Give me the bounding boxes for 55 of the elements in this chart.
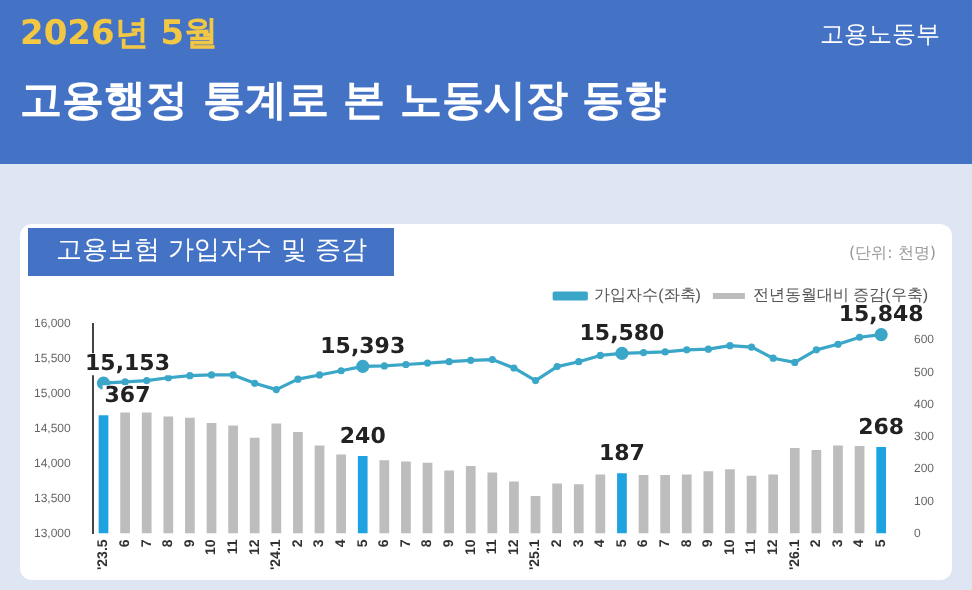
data-label: 15,393 (320, 333, 406, 360)
bar (185, 417, 195, 534)
bar (379, 460, 390, 534)
bar (833, 445, 843, 534)
bar (617, 473, 627, 534)
point (874, 328, 888, 342)
chart-title: 고용행정 통계로 본 노동시장 동향 (20, 74, 667, 128)
point (615, 346, 629, 360)
bar (789, 448, 800, 534)
text: 고용노동부 (820, 18, 940, 52)
text: 고용보험 가입자수 및 증감 (28, 228, 395, 276)
bar (336, 454, 346, 534)
bar (444, 470, 454, 534)
bar (509, 481, 519, 534)
bar (703, 471, 714, 534)
bar (530, 496, 541, 534)
bar (314, 445, 325, 534)
data-label: 15,580 (579, 320, 666, 347)
bar (595, 474, 606, 534)
bar (638, 475, 649, 534)
bar (660, 475, 671, 534)
data-label: 187 (598, 439, 645, 466)
bar (357, 456, 368, 534)
bar (573, 484, 584, 534)
data-label: 15,848 (838, 301, 924, 328)
bar (768, 474, 779, 534)
bar (487, 472, 498, 534)
data-label: 15,153 (85, 349, 170, 376)
bar (228, 425, 238, 534)
bar (681, 474, 692, 534)
bar (271, 423, 282, 534)
data-label: 367 (104, 381, 151, 408)
bar (811, 449, 822, 534)
point (356, 359, 370, 373)
bar (876, 447, 887, 534)
text: (단위: 천명) (849, 242, 936, 264)
bar (98, 415, 109, 534)
bar (401, 461, 411, 534)
bar (163, 416, 174, 534)
bar (465, 466, 476, 534)
bar (422, 462, 433, 534)
bar (141, 412, 152, 534)
bar (120, 412, 130, 534)
data-label: 240 (339, 422, 387, 449)
bar (725, 469, 735, 534)
bar (746, 475, 757, 534)
legend-label: 가입자수(좌축) (594, 286, 702, 305)
legend-label: 전년동월대비 증감(우축) (752, 286, 929, 305)
bar (206, 422, 217, 534)
data-label: 268 (858, 413, 905, 440)
bar (249, 437, 260, 534)
bar (552, 483, 563, 534)
chart-subtitle: 2026년 5월 (20, 12, 219, 56)
bar (293, 431, 303, 534)
bar (854, 446, 865, 534)
